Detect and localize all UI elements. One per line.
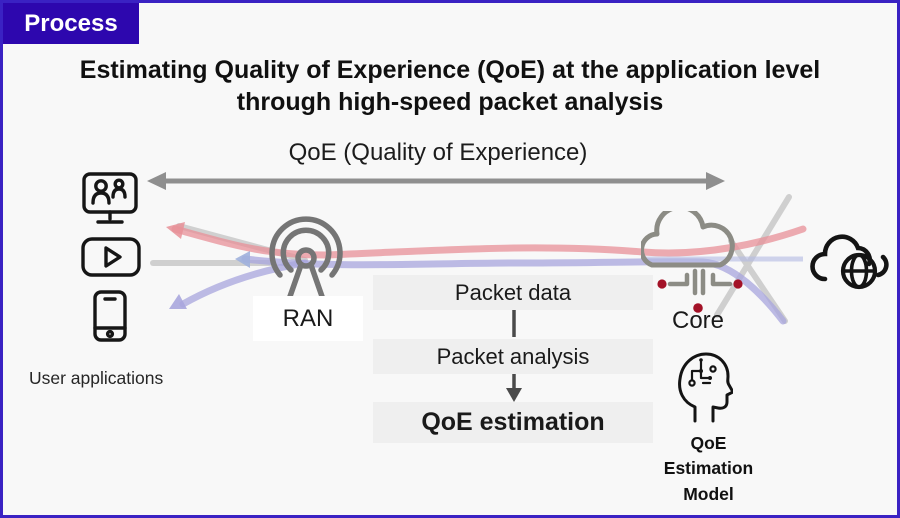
process-badge: Process — [3, 3, 139, 44]
smartphone-icon — [93, 290, 127, 342]
user-applications-caption: User applications — [29, 368, 164, 388]
ai-head-icon — [678, 352, 733, 423]
pipeline-step-packet-analysis: Packet analysis — [373, 339, 653, 374]
pipeline-connector-arrow — [506, 373, 522, 402]
qoe-span-arrow — [147, 172, 725, 190]
cloud-network-icon — [641, 211, 743, 313]
cloud-globe-icon — [810, 234, 889, 290]
flow-pink-line — [166, 222, 807, 259]
page-title-line1: Estimating Quality of Experience (QoE) a… — [79, 56, 821, 84]
video-player-icon — [81, 237, 141, 277]
pipeline-step-qoe-estimation: QoE estimation — [373, 402, 653, 443]
antenna-broadcast-icon — [269, 216, 343, 308]
qoe-estimation-model-label: QoE Estimation Model — [646, 431, 771, 507]
ran-label: RAN — [253, 296, 363, 341]
page-title-line2: through high-speed packet analysis — [236, 88, 664, 116]
model-label-line1: QoE — [690, 433, 727, 453]
model-label-line3: Model — [683, 483, 734, 504]
core-label: Core — [671, 307, 725, 334]
process-badge-label: Process — [24, 10, 118, 37]
pipeline-step-packet-data: Packet data — [373, 275, 653, 310]
qoe-span-label: QoE (Quality of Experience) — [288, 139, 588, 166]
model-label-line2: Estimation — [663, 458, 754, 479]
video-call-icon — [82, 172, 138, 224]
